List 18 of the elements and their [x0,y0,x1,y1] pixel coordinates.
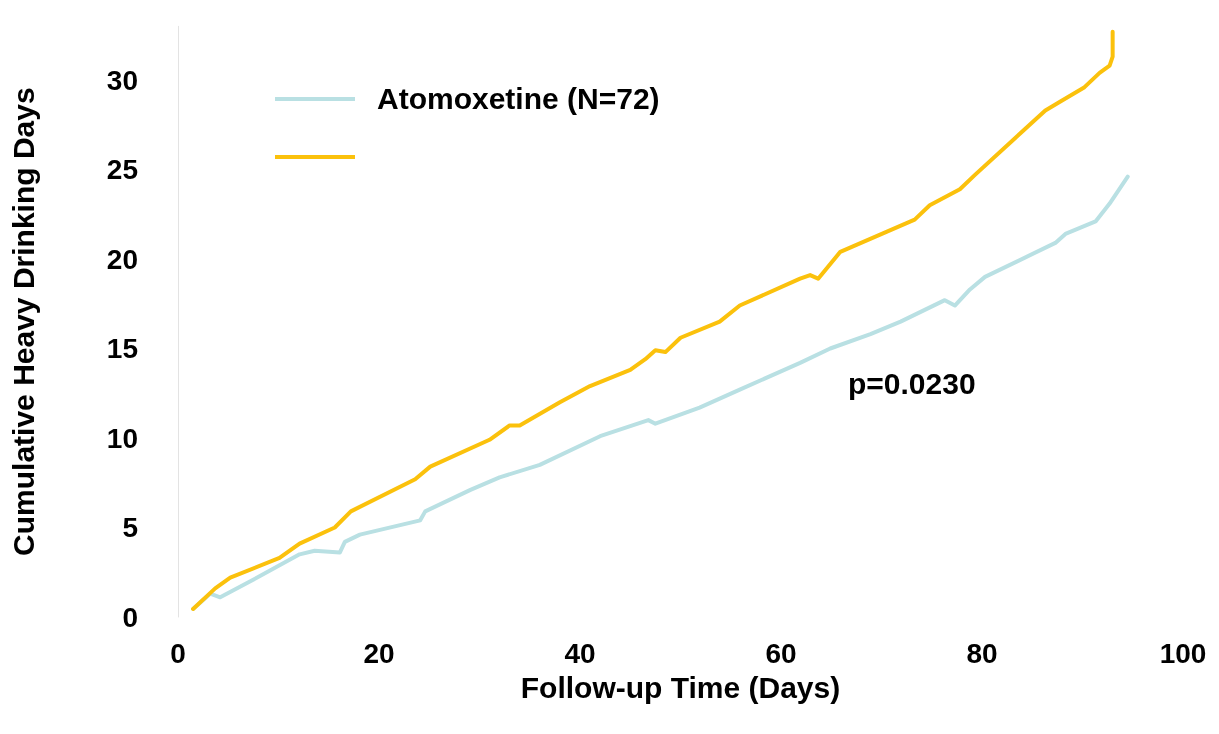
x-tick-label: 0 [170,637,186,669]
x-tick-label: 60 [765,637,797,669]
legend-label: Atomoxetine (N=72) [377,82,660,116]
x-tick-label: 20 [363,637,395,669]
y-tick-label: 15 [106,333,138,364]
x-tick-label: 40 [564,637,596,669]
y-tick-label: 30 [106,64,138,96]
x-tick-label: 100 [1159,637,1207,669]
x-axis-title: Follow-up Time (Days) [520,670,841,704]
annotation: p=0.0230 [848,366,976,400]
y-tick-label: 20 [106,243,138,275]
y-tick-label: 0 [122,601,138,633]
y-tick-label: 5 [122,512,138,543]
y-axis-title: Cumulative Heavy Drinking Days [6,87,40,556]
y-tick-label: 10 [106,422,138,454]
y-tick-label: 25 [106,154,138,185]
x-tick-label: 80 [966,637,998,669]
line-series [191,29,1115,611]
